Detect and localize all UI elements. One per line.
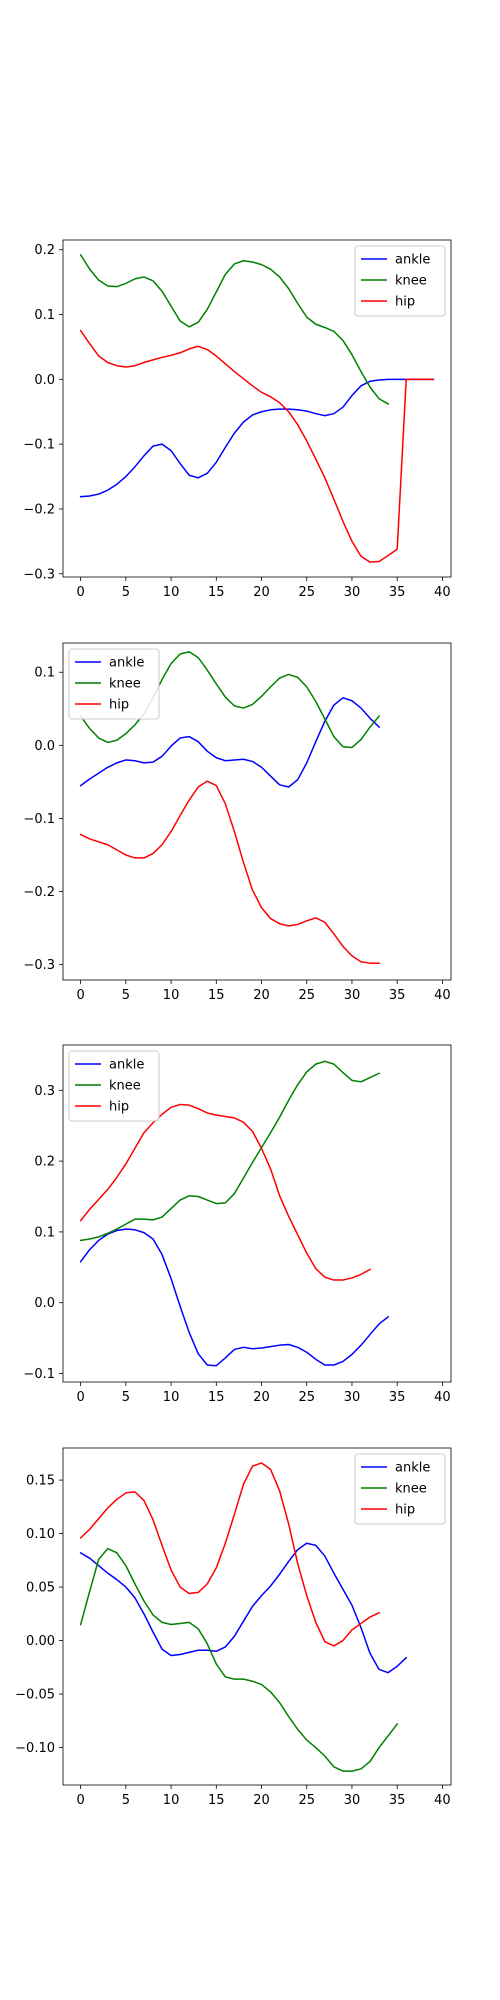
y-tick-label: −0.05 [15,1688,55,1703]
legend-label-ankle: ankle [395,1461,430,1476]
y-tick-label: −0.10 [15,1741,55,1756]
legend-label-hip: hip [109,1100,129,1115]
chart-4: 0 5 10 15 20 25 30 35 40 −0.10 −0.05 0.00 0.05 0.10 0.… [15,1447,452,1808]
legend-box [68,1050,160,1122]
series-line-hip [79,1103,372,1281]
legend-label-knee: knee [395,1482,427,1497]
x-tick-label: 40 [434,585,451,600]
axes-frame [62,239,452,578]
series-line-knee [79,1060,381,1242]
y-tick-label: 0.0 [34,1296,55,1311]
x-tick-label: 0 [76,1390,84,1405]
legend-label-knee: knee [109,1079,141,1094]
x-tick-label: 20 [253,1793,270,1808]
series-line-ankle [79,378,435,498]
legend-label-ankle: ankle [395,253,430,268]
x-tick-label: 25 [298,1793,315,1808]
x-tick-label: 5 [122,1390,130,1405]
axes-frame [62,1447,452,1786]
legend-label-knee: knee [395,274,427,289]
x-tick-label: 40 [434,1793,451,1808]
y-tick-label: 0.15 [26,1474,55,1489]
legend-label-ankle: ankle [109,656,144,671]
y-tick-label: 0.3 [34,1084,55,1099]
x-tick-label: 40 [434,1390,451,1405]
x-tick-label: 25 [298,585,315,600]
legend-label-hip: hip [395,295,415,310]
legend-label-ankle: ankle [109,1058,144,1073]
y-tick-label: 0.1 [34,308,55,323]
x-tick-label: 30 [344,1390,361,1405]
y-tick-label: −0.1 [23,438,55,453]
x-tick-label: 35 [389,585,406,600]
legend: ankle knee hip [68,1050,160,1122]
x-tick-label: 30 [344,585,361,600]
legend-box [354,245,446,317]
chart-1: 0 5 10 15 20 25 30 35 40 −0.3 −0.2 −0.1 0.0 0.1 0.2 ank… [23,239,452,600]
series-line-hip [79,780,380,964]
y-tick-label: −0.2 [23,502,55,517]
y-tick-label: 0.2 [34,243,55,258]
x-tick-label: 10 [163,988,180,1003]
legend: ankle knee hip [68,648,160,720]
y-tick-label: 0.0 [34,373,55,388]
legend-label-knee: knee [109,677,141,692]
chart-2: 0 5 10 15 20 25 30 35 40 −0.3 −0.2 −0.1 0.0 0.1 ankle k… [23,642,452,1003]
x-tick-label: 15 [208,585,225,600]
legend-box [68,648,160,720]
x-tick-label: 30 [344,988,361,1003]
legend: ankle knee hip [354,245,446,317]
series-line-ankle [79,697,381,788]
y-tick-label: −0.1 [23,812,55,827]
series-line-hip [79,1462,381,1647]
chart-3: 0 5 10 15 20 25 30 35 40 −0.1 0.0 0.1 0.2 0.3 ankle kne… [23,1044,452,1405]
x-tick-label: 10 [163,1390,180,1405]
x-tick-label: 0 [76,988,84,1003]
series-line-ankle [79,1542,408,1674]
x-tick-label: 15 [208,1390,225,1405]
axes-frame [62,1044,452,1383]
x-tick-label: 15 [208,988,225,1003]
legend: ankle knee hip [354,1453,446,1525]
legend-box [354,1453,446,1525]
x-tick-label: 35 [389,1793,406,1808]
x-tick-label: 10 [163,585,180,600]
y-tick-label: −0.3 [23,958,55,973]
y-tick-label: 0.0 [34,739,55,754]
x-tick-label: 20 [253,585,270,600]
axes-frame [62,642,452,981]
x-tick-label: 25 [298,1390,315,1405]
x-tick-label: 20 [253,1390,270,1405]
y-tick-label: −0.1 [23,1367,55,1382]
x-tick-label: 5 [122,585,130,600]
y-tick-label: 0.10 [26,1527,55,1542]
y-tick-label: 0.00 [26,1634,55,1649]
x-tick-label: 10 [163,1793,180,1808]
x-tick-label: 30 [344,1793,361,1808]
series-line-knee [79,1547,399,1772]
y-tick-label: 0.1 [34,1225,55,1240]
series-line-hip [79,329,435,563]
x-tick-label: 25 [298,988,315,1003]
x-tick-label: 20 [253,988,270,1003]
x-tick-label: 5 [122,988,130,1003]
y-tick-label: −0.3 [23,567,55,582]
series-line-ankle [79,1228,390,1367]
x-tick-label: 35 [389,1390,406,1405]
legend-label-hip: hip [109,698,129,713]
legend-label-hip: hip [395,1503,415,1518]
x-tick-label: 5 [122,1793,130,1808]
x-tick-label: 40 [434,988,451,1003]
y-tick-label: 0.05 [26,1581,55,1596]
y-tick-label: −0.2 [23,885,55,900]
x-tick-label: 15 [208,1793,225,1808]
y-tick-label: 0.1 [34,666,55,681]
series-line-knee [79,253,390,405]
x-tick-label: 35 [389,988,406,1003]
x-tick-label: 0 [76,1793,84,1808]
x-tick-label: 0 [76,585,84,600]
series-line-knee [79,651,381,749]
y-tick-label: 0.2 [34,1155,55,1170]
